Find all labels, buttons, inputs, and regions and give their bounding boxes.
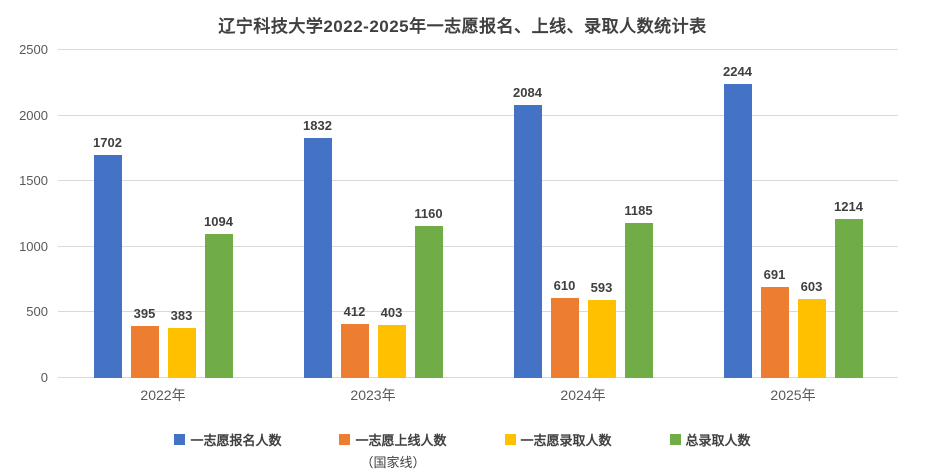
bar-value-label: 1702 — [93, 134, 122, 150]
legend-item[interactable]: 总录取人数 — [669, 430, 751, 471]
bar-value-label: 593 — [590, 280, 613, 296]
bar-group: 1702 395 383 1094 — [58, 50, 268, 378]
bar — [340, 323, 369, 378]
y-tick-label: 500 — [26, 304, 48, 320]
bar-value-label: 1094 — [204, 214, 233, 230]
gridline — [58, 49, 898, 50]
legend-label: 一志愿录取人数 — [520, 433, 612, 448]
legend-note: （国家线） — [360, 456, 426, 471]
bar-value-label: 2084 — [513, 84, 542, 100]
legend-label: 总录取人数 — [685, 433, 751, 448]
bar-value-label: 1160 — [414, 205, 443, 221]
bar-group: 2244 691 603 1214 — [688, 50, 898, 378]
bar-value-label: 2244 — [723, 63, 752, 79]
bar-with-label: 1185 — [624, 50, 653, 378]
bar-group: 2084 610 593 1185 — [478, 50, 688, 378]
bar — [204, 234, 233, 378]
bar — [93, 154, 122, 378]
bars-row: 2244 691 603 1214 — [723, 50, 863, 378]
bar-with-label: 403 — [377, 50, 406, 378]
bar — [303, 137, 332, 378]
bar — [130, 326, 159, 378]
x-tick-label: 2023年 — [350, 387, 396, 403]
bar-value-label: 603 — [800, 278, 823, 294]
bar — [797, 298, 826, 378]
legend-label: 一志愿报名人数 — [190, 433, 282, 448]
bar-with-label: 412 — [340, 50, 369, 378]
bar-value-label: 383 — [170, 307, 193, 323]
bar-value-label: 1185 — [624, 202, 653, 218]
legend-swatch — [174, 434, 186, 445]
y-tick-label: 1500 — [19, 173, 48, 189]
bar — [513, 104, 542, 378]
legend-label: 一志愿上线人数 — [355, 433, 447, 448]
y-tick-label: 0 — [40, 370, 48, 385]
bars-row: 1702 395 383 1094 — [93, 50, 233, 378]
gridline — [58, 311, 898, 313]
gridline — [58, 114, 898, 116]
legend-swatch — [504, 434, 516, 445]
bar-with-label: 2084 — [513, 50, 542, 378]
bar-with-label: 603 — [797, 50, 826, 378]
bar-with-label: 1160 — [414, 50, 443, 378]
bar-with-label: 395 — [130, 50, 159, 378]
x-tick-label: 2022年 — [140, 387, 186, 403]
x-axis: 2022年 2023年 2024年 2025年 — [58, 385, 898, 405]
bar-with-label: 593 — [587, 50, 616, 378]
bar — [167, 327, 196, 378]
y-tick-label: 2500 — [19, 42, 48, 57]
bar-with-label: 1094 — [204, 50, 233, 378]
bar-with-label: 383 — [167, 50, 196, 378]
bar-value-label: 1832 — [303, 117, 332, 133]
bars-row: 1832 412 403 1160 — [303, 50, 443, 378]
bar-with-label: 1702 — [93, 50, 122, 378]
bar — [834, 218, 863, 378]
y-tick-label: 1000 — [19, 238, 48, 254]
bar-group: 1832 412 403 1160 — [268, 50, 478, 378]
bar-with-label: 1832 — [303, 50, 332, 378]
chart-title: 辽宁科技大学2022-2025年一志愿报名、上线、录取人数统计表 — [218, 17, 707, 36]
legend-swatch — [669, 434, 681, 445]
bar-value-label: 403 — [380, 305, 403, 321]
x-tick-label: 2024年 — [560, 387, 606, 403]
legend-item[interactable]: 一志愿上线人数 （国家线） — [339, 430, 447, 471]
gridline — [58, 245, 898, 247]
plot-area: 1702 395 383 1094 1832 412 403 1160 2084 610 593 11… — [58, 49, 898, 378]
y-tick-label: 2000 — [19, 107, 48, 123]
bar — [377, 325, 406, 378]
bar-value-label: 1214 — [834, 198, 863, 214]
bar-with-label: 691 — [760, 50, 789, 378]
legend-item-main: 总录取人数 — [669, 430, 751, 449]
gridline — [58, 180, 898, 182]
x-tick-label: 2025年 — [770, 387, 816, 403]
legend-item-main: 一志愿上线人数 — [339, 430, 447, 449]
legend-item-main: 一志愿录取人数 — [504, 430, 612, 449]
bar — [624, 222, 653, 378]
bar-value-label: 610 — [553, 277, 576, 293]
gridline — [58, 377, 898, 378]
y-axis: 0 500 1000 1500 2000 2500 — [0, 43, 48, 384]
bar — [723, 83, 752, 378]
bars-row: 2084 610 593 1185 — [513, 50, 653, 378]
legend-item-main: 一志愿报名人数 — [174, 430, 281, 449]
bar-with-label: 2244 — [723, 50, 752, 378]
bar-value-label: 412 — [343, 303, 366, 319]
bar-value-label: 691 — [763, 267, 786, 283]
legend-swatch — [339, 434, 351, 445]
bar — [587, 300, 616, 378]
bar — [550, 297, 579, 378]
legend: 一志愿报名人数 一志愿上线人数 （国家线） 一志愿录取人数 总录取人数 — [0, 430, 925, 471]
bar — [760, 287, 789, 378]
bar-with-label: 610 — [550, 50, 579, 378]
bar — [414, 225, 443, 378]
bar-value-label: 395 — [133, 306, 156, 322]
legend-item[interactable]: 一志愿录取人数 — [504, 430, 612, 471]
bar-with-label: 1214 — [834, 50, 863, 378]
legend-item[interactable]: 一志愿报名人数 — [174, 430, 281, 471]
